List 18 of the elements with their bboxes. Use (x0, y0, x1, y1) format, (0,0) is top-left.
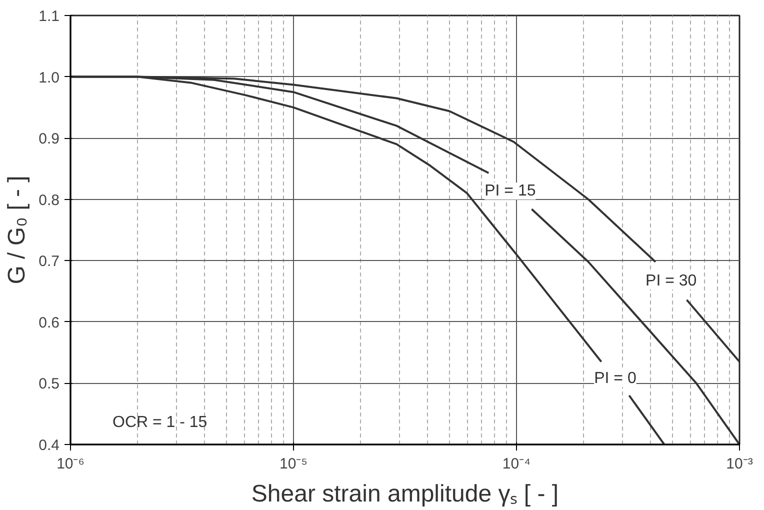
series-label: PI = 15 (484, 182, 536, 200)
y-axis-title: G / G₀ [ - ] (4, 176, 31, 284)
x-tick-label: 10⁻⁴ (502, 456, 531, 472)
series-label: PI = 0 (594, 370, 636, 388)
x-tick-label: 10⁻⁶ (56, 456, 84, 472)
y-tick-label: 0.8 (38, 192, 60, 209)
y-tick-label: 0.5 (38, 376, 60, 393)
y-tick-label: 0.9 (38, 130, 60, 148)
y-tick-label: 1.0 (38, 69, 60, 86)
y-tick-label: 0.6 (38, 314, 60, 332)
x-tick-label: 10⁻³ (726, 456, 753, 472)
y-tick-label: 1.1 (38, 8, 60, 25)
x-axis-title: Shear strain amplitude γₛ [ - ] (251, 480, 559, 508)
annotation: OCR = 1 - 15 (112, 414, 208, 431)
y-tick-label: 0.4 (38, 437, 60, 454)
series-label: PI = 30 (646, 272, 697, 290)
x-tick-label: 10⁻⁵ (280, 456, 308, 472)
y-tick-label: 0.7 (38, 253, 60, 270)
